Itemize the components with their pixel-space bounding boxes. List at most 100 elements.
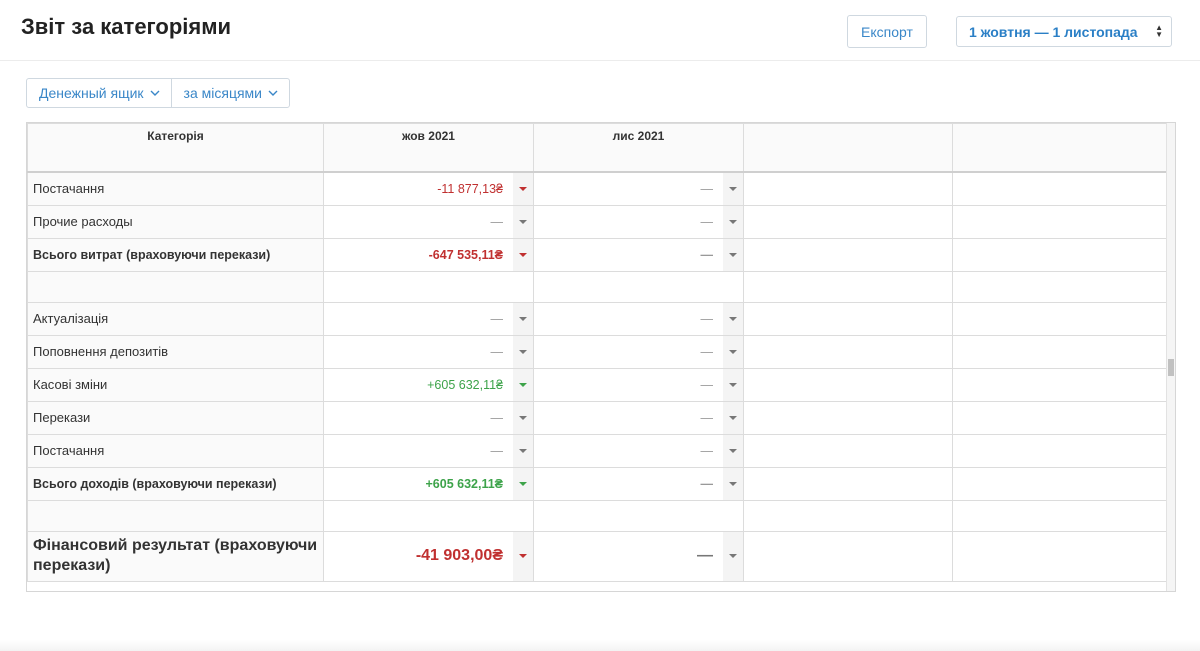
column-header-category: Категорія bbox=[27, 123, 324, 173]
chevron-down-icon bbox=[150, 90, 160, 96]
table-row: Актуалізація — — bbox=[27, 301, 1168, 336]
value-cell: +605 632,11₴ bbox=[323, 466, 534, 501]
value-cell: — bbox=[323, 400, 534, 435]
caret-down-icon[interactable] bbox=[513, 205, 533, 238]
value-cell: +605 632,11₴ bbox=[323, 367, 534, 402]
value-cell: -41 903,00₴ bbox=[323, 530, 534, 582]
value-cell: — bbox=[533, 301, 744, 336]
export-button[interactable]: Експорт bbox=[847, 15, 927, 48]
row-label: Касові зміни bbox=[27, 367, 324, 402]
table-row-total-expenses: Всього витрат (враховуючи перекази) -647… bbox=[27, 237, 1168, 272]
period-filter-label: за місяцями bbox=[183, 85, 263, 101]
page-footer-shadow bbox=[0, 640, 1200, 651]
caret-down-icon[interactable] bbox=[513, 335, 533, 368]
row-label: Фінансовий результат (враховуючи переказ… bbox=[27, 530, 324, 582]
value-cell: — bbox=[533, 367, 744, 402]
empty-cell bbox=[533, 270, 744, 303]
caret-down-icon[interactable] bbox=[513, 467, 533, 500]
value-cell: — bbox=[533, 171, 744, 206]
account-filter-label: Денежный ящик bbox=[39, 85, 144, 101]
filter-group: Денежный ящик за місяцями bbox=[26, 78, 291, 108]
caret-down-icon[interactable] bbox=[723, 531, 743, 581]
value: — bbox=[700, 476, 714, 491]
value-cell: — bbox=[323, 204, 534, 239]
caret-down-icon[interactable] bbox=[723, 205, 743, 238]
empty-cell bbox=[952, 433, 1168, 468]
empty-cell bbox=[743, 400, 953, 435]
vertical-scrollbar[interactable] bbox=[1166, 123, 1175, 591]
column-header-empty bbox=[743, 123, 953, 173]
caret-down-icon[interactable] bbox=[723, 173, 743, 205]
page-title: Звіт за категоріями bbox=[21, 14, 232, 39]
spacer-row bbox=[27, 270, 1168, 303]
empty-cell bbox=[743, 433, 953, 468]
caret-down-icon[interactable] bbox=[513, 368, 533, 401]
report-header: Звіт за категоріями Експорт 1 жовтня — 1… bbox=[0, 0, 1200, 61]
column-header-nov-2021: лис 2021 bbox=[533, 123, 744, 173]
row-label: Постачання bbox=[27, 171, 324, 206]
value-cell: — bbox=[533, 400, 744, 435]
table-header-row: Категорія жов 2021 лис 2021 bbox=[27, 123, 1168, 173]
value: — bbox=[490, 443, 504, 458]
empty-cell bbox=[743, 301, 953, 336]
caret-down-icon[interactable] bbox=[723, 302, 743, 335]
empty-cell bbox=[952, 301, 1168, 336]
value-cell: — bbox=[323, 301, 534, 336]
value: — bbox=[700, 410, 714, 425]
report-table-container: Категорія жов 2021 лис 2021 Постачання -… bbox=[26, 122, 1176, 592]
empty-cell bbox=[952, 400, 1168, 435]
chevron-down-icon bbox=[268, 90, 278, 96]
empty-cell bbox=[952, 499, 1168, 532]
caret-down-icon[interactable] bbox=[513, 401, 533, 434]
caret-down-icon[interactable] bbox=[723, 238, 743, 271]
caret-down-icon[interactable] bbox=[513, 531, 533, 581]
empty-cell bbox=[952, 270, 1168, 303]
value: — bbox=[700, 214, 714, 229]
caret-down-icon[interactable] bbox=[513, 302, 533, 335]
caret-down-icon[interactable] bbox=[513, 238, 533, 271]
caret-down-icon[interactable] bbox=[513, 434, 533, 467]
empty-cell bbox=[743, 237, 953, 272]
empty-cell bbox=[743, 530, 953, 582]
value: — bbox=[700, 344, 714, 359]
empty-cell bbox=[323, 499, 534, 532]
account-filter-dropdown[interactable]: Денежный ящик bbox=[27, 79, 171, 107]
empty-cell bbox=[952, 530, 1168, 582]
empty-cell bbox=[743, 499, 953, 532]
table-row: Прочие расходы — — bbox=[27, 204, 1168, 239]
value: -11 877,13₴ bbox=[437, 181, 503, 196]
value: — bbox=[697, 547, 713, 564]
row-label: Прочие расходы bbox=[27, 204, 324, 239]
table-row-financial-result: Фінансовий результат (враховуючи переказ… bbox=[27, 530, 1168, 582]
report-table: Категорія жов 2021 лис 2021 Постачання -… bbox=[27, 123, 1168, 582]
table-row-total-income: Всього доходів (враховуючи перекази) +60… bbox=[27, 466, 1168, 501]
value: — bbox=[700, 443, 714, 458]
empty-cell bbox=[743, 334, 953, 369]
caret-down-icon[interactable] bbox=[723, 335, 743, 368]
row-label: Всього витрат (враховуючи перекази) bbox=[27, 237, 324, 272]
scrollbar-thumb[interactable] bbox=[1168, 359, 1174, 376]
value: — bbox=[490, 410, 504, 425]
table-row: Постачання — — bbox=[27, 433, 1168, 468]
value-cell: — bbox=[323, 334, 534, 369]
value: — bbox=[490, 344, 504, 359]
value-cell: — bbox=[533, 466, 744, 501]
empty-cell bbox=[952, 171, 1168, 206]
value: — bbox=[490, 214, 504, 229]
value: -41 903,00₴ bbox=[415, 547, 503, 564]
caret-down-icon[interactable] bbox=[723, 434, 743, 467]
caret-down-icon[interactable] bbox=[513, 173, 533, 205]
value: +605 632,11₴ bbox=[427, 377, 503, 392]
row-label: Актуалізація bbox=[27, 301, 324, 336]
caret-down-icon[interactable] bbox=[723, 401, 743, 434]
value: — bbox=[700, 181, 714, 196]
caret-down-icon[interactable] bbox=[723, 368, 743, 401]
date-range-label: 1 жовтня — 1 листопада bbox=[969, 23, 1138, 40]
row-label: Постачання bbox=[27, 433, 324, 468]
empty-cell bbox=[952, 237, 1168, 272]
value-cell: — bbox=[533, 433, 744, 468]
period-filter-dropdown[interactable]: за місяцями bbox=[170, 79, 289, 107]
date-range-select[interactable]: 1 жовтня — 1 листопада ▲ ▼ bbox=[956, 16, 1172, 47]
caret-down-icon[interactable] bbox=[723, 467, 743, 500]
row-label: Всього доходів (враховуючи перекази) bbox=[27, 466, 324, 501]
